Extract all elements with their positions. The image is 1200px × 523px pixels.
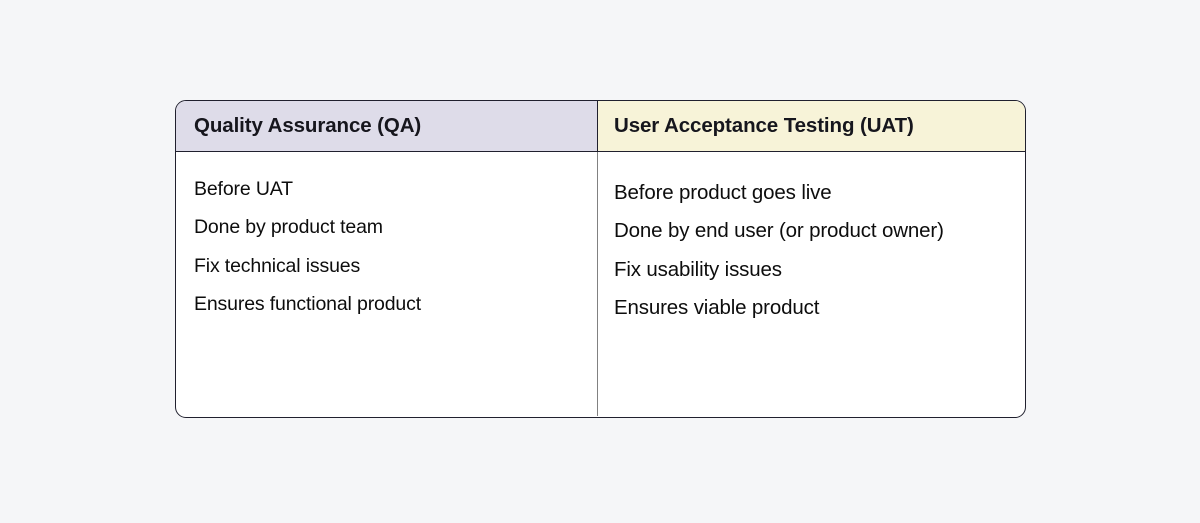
body-cell-user-acceptance-testing: Before product goes live Done by end use… xyxy=(598,152,1025,416)
uat-item-list: Before product goes live Done by end use… xyxy=(614,174,1009,328)
list-item: Fix technical issues xyxy=(194,254,361,277)
header-label-user-acceptance-testing: User Acceptance Testing (UAT) xyxy=(614,113,914,137)
header-cell-user-acceptance-testing: User Acceptance Testing (UAT) xyxy=(598,101,1025,151)
list-item: Fix usability issues xyxy=(614,257,782,281)
body-cell-quality-assurance: Before UAT Done by product team Fix tech… xyxy=(176,152,598,416)
list-item: Ensures viable product xyxy=(614,296,820,320)
qa-item-list: Before UAT Done by product team Fix tech… xyxy=(194,170,581,324)
table-body-row: Before UAT Done by product team Fix tech… xyxy=(176,152,1025,416)
list-item: Done by product team xyxy=(194,216,383,239)
list-item: Before UAT xyxy=(194,178,293,200)
list-item: Before product goes live xyxy=(614,181,832,204)
list-item: Done by end user (or product owner) xyxy=(614,219,944,243)
table-header-row: Quality Assurance (QA) User Acceptance T… xyxy=(176,101,1025,152)
header-cell-quality-assurance: Quality Assurance (QA) xyxy=(176,101,598,151)
list-item: Ensures functional product xyxy=(194,293,421,316)
qa-uat-comparison-table: Quality Assurance (QA) User Acceptance T… xyxy=(175,100,1026,418)
header-label-quality-assurance: Quality Assurance (QA) xyxy=(194,113,422,137)
